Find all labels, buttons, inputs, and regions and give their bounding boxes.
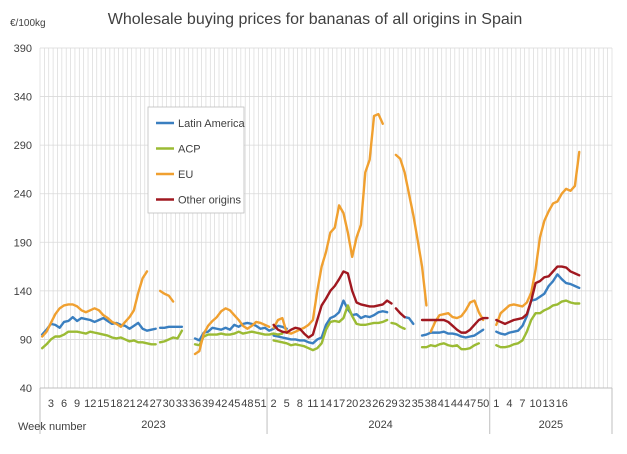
- x-tick-label: 2: [271, 398, 277, 410]
- x-tick-label: 44: [451, 398, 463, 410]
- x-tick-label: 7: [519, 398, 525, 410]
- y-tick-label: 240: [14, 189, 32, 201]
- series-latin-america: [40, 273, 581, 345]
- y-axis-ticks: 390 340 290 240 190 140 90 40: [14, 43, 32, 395]
- x-tick-label: 20: [346, 398, 358, 410]
- legend-label: Latin America: [178, 118, 246, 130]
- x-tick-label: 15: [97, 398, 109, 410]
- year-label: 2023: [141, 419, 165, 431]
- series-line: [272, 270, 393, 339]
- x-tick-label: 29: [385, 398, 397, 410]
- series-line: [158, 289, 175, 303]
- series-line: [193, 307, 271, 356]
- x-tick-label: 13: [543, 398, 555, 410]
- x-tick-label: 47: [464, 398, 476, 410]
- y-tick-label: 290: [14, 140, 32, 152]
- series-other-origins: [272, 265, 581, 339]
- series-group: [40, 112, 581, 356]
- series-line: [420, 316, 489, 334]
- x-axis-label: Week number: [18, 421, 87, 433]
- x-tick-label: 45: [228, 398, 240, 410]
- series-line: [495, 150, 581, 327]
- series-line: [495, 265, 581, 326]
- x-tick-label: 33: [176, 398, 188, 410]
- y-tick-label: 340: [14, 92, 32, 104]
- series-line: [193, 330, 284, 347]
- x-tick-label: 6: [61, 398, 67, 410]
- x-tick-label: 27: [150, 398, 162, 410]
- series-line: [403, 315, 415, 326]
- series-line: [272, 299, 389, 345]
- series-line: [495, 299, 581, 349]
- y-tick-label: 390: [14, 43, 32, 55]
- x-tick-label: 23: [359, 398, 371, 410]
- series-line: [40, 270, 149, 338]
- legend-box: [147, 106, 245, 214]
- y-tick-label: 90: [20, 334, 32, 346]
- x-tick-label: 38: [425, 398, 437, 410]
- year-label: 2025: [539, 419, 563, 431]
- series-line: [158, 329, 184, 344]
- series-eu: [40, 112, 581, 356]
- x-tick-label: 3: [48, 398, 54, 410]
- x-tick-label: 18: [110, 398, 122, 410]
- grid: [39, 47, 613, 389]
- x-tick-label: 4: [506, 398, 512, 410]
- y-axis-label: €/100kg: [10, 18, 46, 29]
- y-tick-label: 40: [20, 383, 32, 395]
- x-tick-label: 26: [372, 398, 384, 410]
- x-tick-label: 5: [284, 398, 290, 410]
- series-line: [429, 299, 485, 333]
- x-tick-label: 48: [241, 398, 253, 410]
- series-line: [420, 342, 481, 351]
- series-acp: [40, 299, 581, 352]
- x-tick-label: 9: [74, 398, 80, 410]
- series-line: [390, 321, 406, 330]
- x-tick-label: 41: [438, 398, 450, 410]
- x-tick-label: 10: [529, 398, 541, 410]
- series-line: [193, 321, 288, 342]
- x-tick-label: 1: [493, 398, 499, 410]
- series-line: [272, 304, 389, 352]
- legend: Latin America ACP EU Other origins: [147, 106, 246, 214]
- year-label: 2024: [368, 419, 392, 431]
- y-tick-label: 190: [14, 237, 32, 249]
- legend-label: EU: [178, 169, 193, 181]
- x-tick-label: 8: [297, 398, 303, 410]
- x-tick-label: 36: [189, 398, 201, 410]
- chart-title: Wholesale buying prices for bananas of a…: [108, 11, 522, 28]
- x-axis: 3 6 9 12 15 18 21 24 27 30 33 36 39 42 45 48 51 2 5 8 11 14 17…: [39, 387, 613, 434]
- x-tick-label: 51: [254, 398, 266, 410]
- x-tick-label: 21: [123, 398, 135, 410]
- series-line: [272, 112, 384, 335]
- legend-label: Other origins: [178, 195, 241, 207]
- x-tick-label: 35: [412, 398, 424, 410]
- series-line: [394, 153, 428, 307]
- series-line: [394, 307, 406, 319]
- x-tick-label: 12: [84, 398, 96, 410]
- x-tick-label: 16: [556, 398, 568, 410]
- x-tick-label: 17: [333, 398, 345, 410]
- legend-label: ACP: [178, 144, 201, 156]
- x-tick-label: 50: [477, 398, 489, 410]
- series-line: [495, 273, 581, 336]
- y-tick-label: 140: [14, 286, 32, 298]
- series-line: [40, 330, 157, 350]
- series-line: [158, 325, 184, 329]
- x-tick-label: 39: [202, 398, 214, 410]
- series-line: [40, 315, 157, 336]
- x-tick-label: 24: [136, 398, 148, 410]
- x-tick-label: 11: [307, 398, 318, 410]
- x-tick-label: 30: [163, 398, 175, 410]
- x-tick-label: 32: [398, 398, 410, 410]
- series-line: [420, 328, 485, 339]
- x-tick-label: 42: [215, 398, 227, 410]
- x-tick-label: 14: [320, 398, 332, 410]
